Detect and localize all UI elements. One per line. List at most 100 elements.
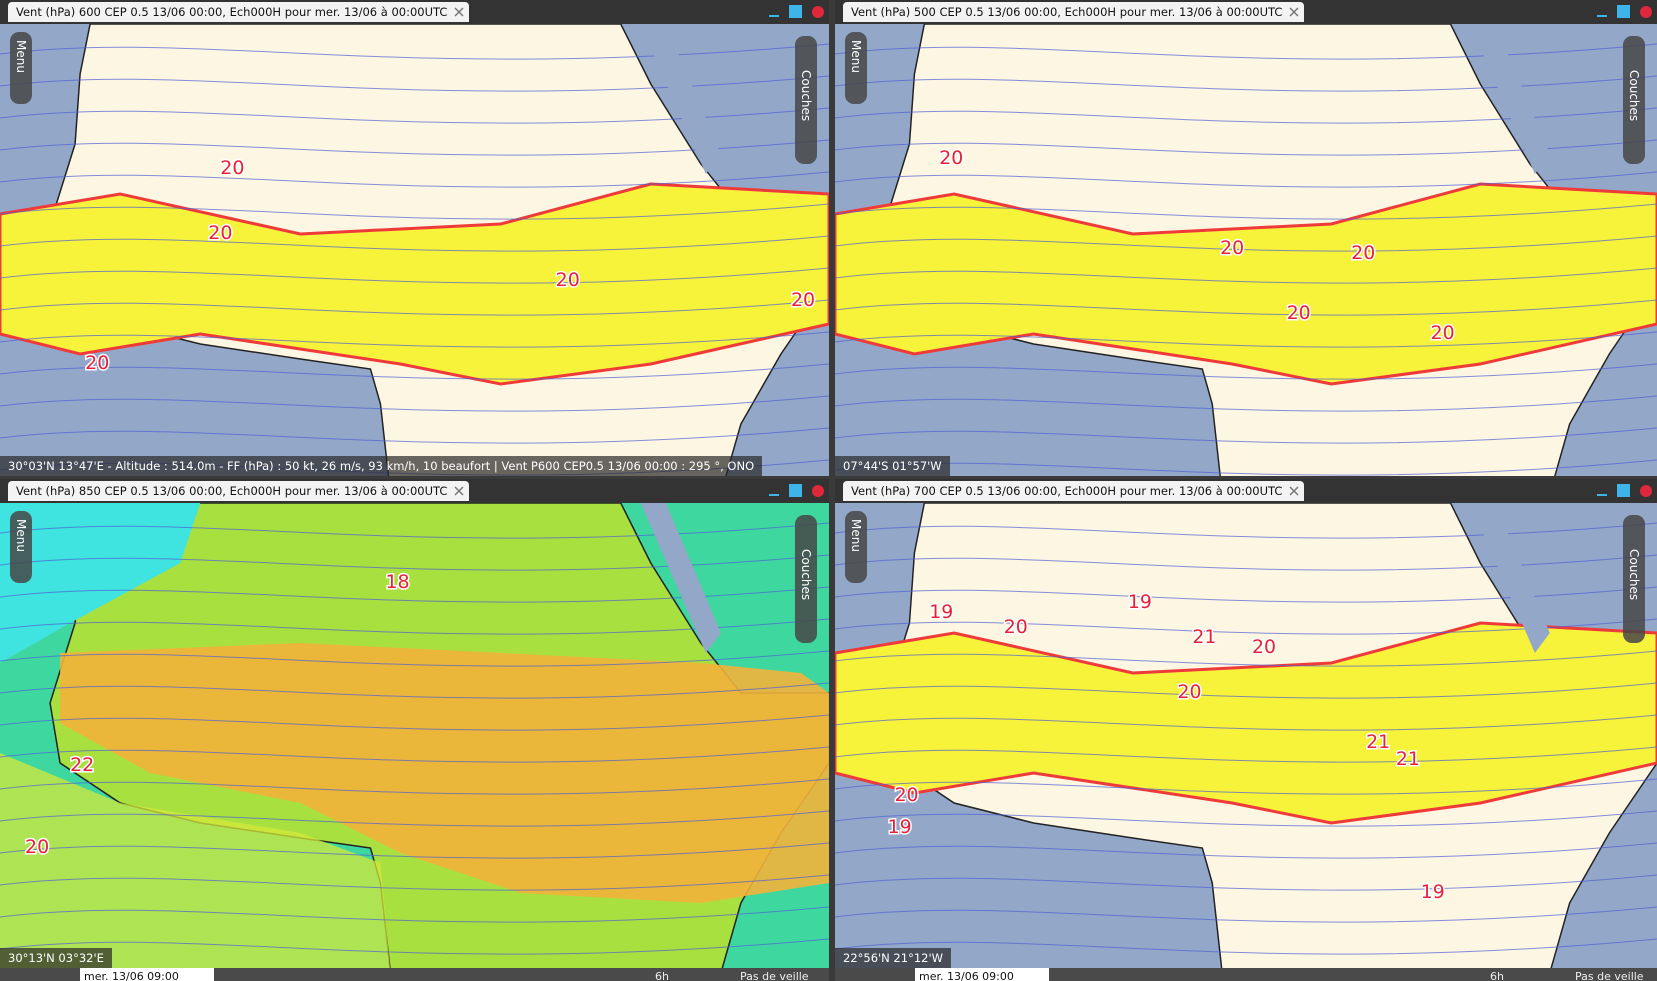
menu-button[interactable]: Menu — [10, 511, 32, 583]
contour-label: 20 — [895, 784, 919, 806]
layers-button[interactable]: Couches — [795, 515, 817, 643]
close-icon[interactable] — [1289, 7, 1299, 17]
layers-button[interactable]: Couches — [795, 36, 817, 164]
tab[interactable]: Vent (hPa) 850 CEP 0.5 13/06 00:00, Ech0… — [8, 481, 470, 501]
contour-label: 21 — [1366, 731, 1390, 753]
contour-label: 21 — [1396, 748, 1420, 770]
close-glyph — [1289, 7, 1299, 17]
streamline — [835, 299, 1657, 316]
cursor-status: 07°44'S 01°57'W — [835, 456, 950, 476]
layers-button[interactable]: Couches — [1623, 36, 1645, 164]
warm-band — [60, 643, 829, 903]
close-button[interactable] — [812, 6, 824, 18]
contour-label: 19 — [888, 816, 912, 838]
minimize-button[interactable] — [769, 15, 779, 17]
minimize-button[interactable] — [1597, 15, 1607, 17]
cursor-status: 30°13'N 03°32'E — [0, 948, 112, 968]
maximize-button[interactable] — [1617, 484, 1630, 497]
weather-map: 19 19 20 21 20 20 21 21 20 19 19 — [835, 503, 1657, 968]
streamline — [835, 75, 1657, 92]
close-icon[interactable] — [454, 486, 464, 496]
streamline — [835, 618, 1657, 635]
maximize-button[interactable] — [789, 5, 802, 18]
layers-label: Couches — [799, 70, 813, 122]
maximize-button[interactable] — [789, 484, 802, 497]
streamline — [0, 171, 829, 188]
tab[interactable]: Vent (hPa) 700 CEP 0.5 13/06 00:00, Ech0… — [843, 481, 1305, 501]
streamline — [0, 842, 829, 859]
streamline — [0, 746, 829, 763]
wind-band — [0, 182, 829, 386]
close-icon[interactable] — [1289, 486, 1299, 496]
contour-label: 20 — [939, 147, 963, 169]
streamline — [0, 395, 829, 412]
contour-label: 21 — [1192, 626, 1216, 648]
streamline — [835, 107, 1657, 124]
streamline — [0, 363, 829, 380]
menu-label: Menu — [14, 519, 28, 552]
streamline — [835, 682, 1657, 699]
streamline — [835, 906, 1657, 923]
weather-map: 20 20 20 20 20 — [0, 24, 829, 476]
contour-label: 22 — [70, 754, 94, 776]
minimize-button[interactable] — [1597, 494, 1607, 496]
menu-button[interactable]: Menu — [10, 32, 32, 104]
weather-map: 18 22 20 — [0, 503, 829, 968]
map-window: Vent (hPa) 500 CEP 0.5 13/06 00:00, Ech0… — [835, 0, 1657, 476]
streamline — [835, 938, 1657, 955]
wind-band — [835, 182, 1657, 386]
close-icon[interactable] — [454, 7, 464, 17]
map-window: Vent (hPa) 700 CEP 0.5 13/06 00:00, Ech0… — [835, 479, 1657, 981]
sea-band — [0, 753, 391, 968]
streamline — [835, 586, 1657, 603]
layers-button[interactable]: Couches — [1623, 515, 1645, 643]
streamline — [0, 203, 829, 220]
close-button[interactable] — [812, 485, 824, 497]
standby-field[interactable]: Pas de veille — [1575, 970, 1644, 981]
step-field[interactable]: 6h — [1490, 970, 1504, 981]
window-controls — [769, 484, 824, 497]
streamline — [0, 75, 829, 92]
cursor-status: 30°03'N 13°47'E - Altitude : 514.0m - FF… — [0, 456, 763, 476]
contour-label: 20 — [85, 352, 109, 374]
tab[interactable]: Vent (hPa) 500 CEP 0.5 13/06 00:00, Ech0… — [843, 2, 1305, 22]
streamline — [0, 267, 829, 284]
tab-title: Vent (hPa) 850 CEP 0.5 13/06 00:00, Ech0… — [16, 484, 448, 498]
streamline — [0, 650, 829, 667]
step-field[interactable]: 6h — [655, 970, 669, 981]
streamline — [0, 299, 829, 316]
maximize-button[interactable] — [1617, 5, 1630, 18]
streamline — [0, 139, 829, 156]
tab[interactable]: Vent (hPa) 600 CEP 0.5 13/06 00:00, Ech0… — [8, 2, 470, 22]
layers-label: Couches — [1627, 70, 1641, 122]
window-controls — [769, 5, 824, 18]
window-controls — [1597, 484, 1652, 497]
contour-label: 19 — [1128, 591, 1152, 613]
streamline — [835, 395, 1657, 412]
streamline — [0, 331, 829, 348]
date-field[interactable]: mer. 13/06 09:00 — [915, 968, 1049, 981]
contour-label: 19 — [1421, 881, 1445, 903]
streamline — [835, 363, 1657, 380]
standby-field[interactable]: Pas de veille — [740, 970, 809, 981]
date-field[interactable]: mer. 13/06 09:00 — [80, 968, 214, 981]
cool-area — [0, 503, 201, 663]
menu-button[interactable]: Menu — [845, 32, 867, 104]
layers-label: Couches — [799, 549, 813, 601]
streamline — [0, 586, 829, 603]
streamline — [0, 906, 829, 923]
menu-button[interactable]: Menu — [845, 511, 867, 583]
time-toolbar: mer. 13/06 09:00 6h Pas de veille — [0, 968, 829, 981]
tab-bar: Vent (hPa) 600 CEP 0.5 13/06 00:00, Ech0… — [0, 0, 829, 24]
tab-title: Vent (hPa) 500 CEP 0.5 13/06 00:00, Ech0… — [851, 5, 1283, 19]
streamline — [835, 746, 1657, 763]
streamline — [0, 938, 829, 955]
close-button[interactable] — [1640, 485, 1652, 497]
close-button[interactable] — [1640, 6, 1652, 18]
minimize-button[interactable] — [769, 494, 779, 496]
streamline — [835, 874, 1657, 891]
menu-label: Menu — [14, 40, 28, 73]
contour-label: 20 — [1178, 681, 1202, 703]
red-sea — [640, 24, 721, 174]
